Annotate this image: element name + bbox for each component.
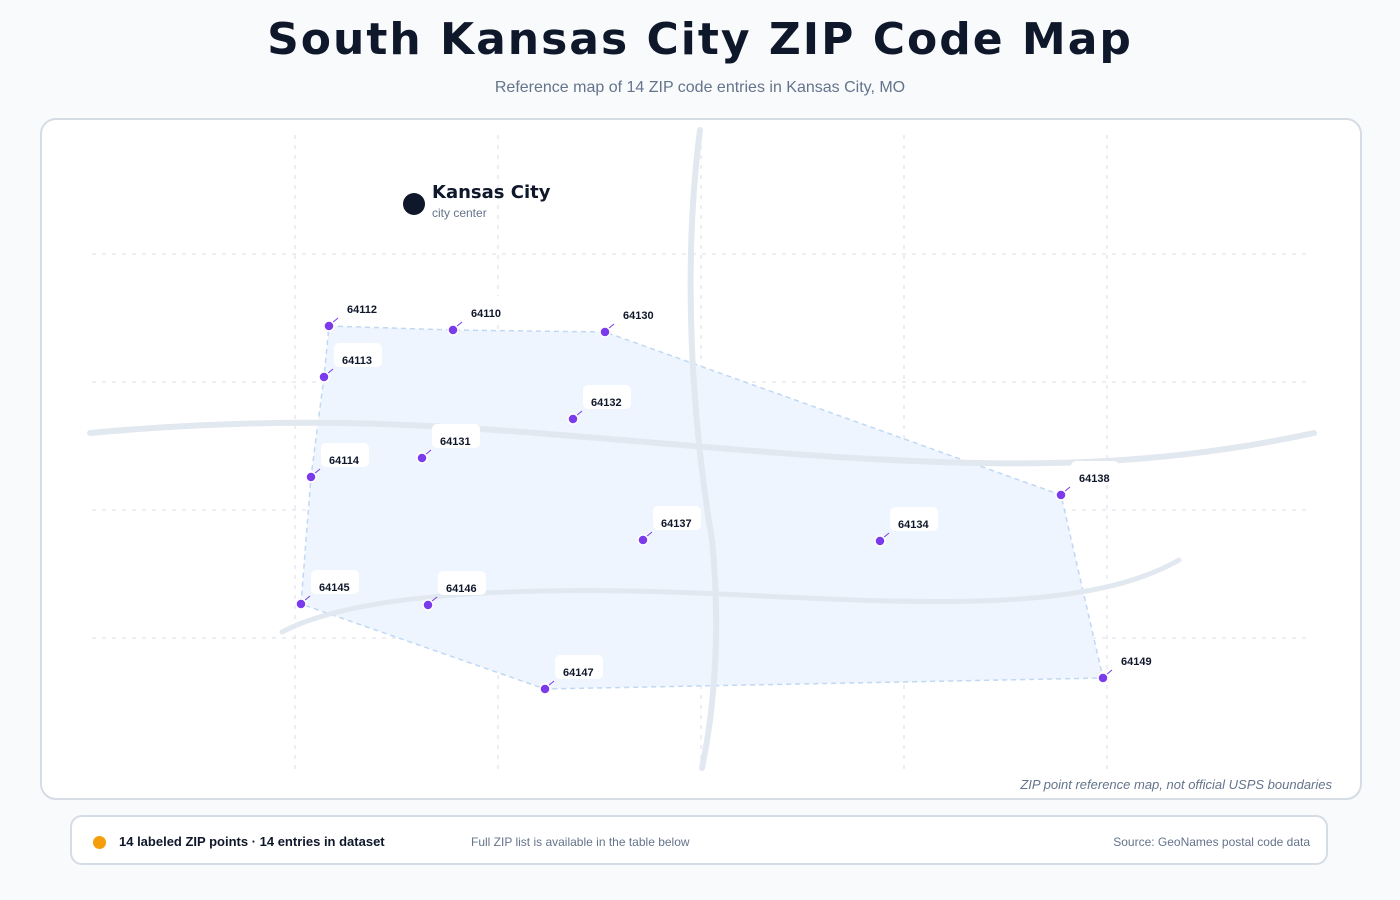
zip-point-64112[interactable]: 64112 — [323, 292, 387, 332]
city-center-sublabel: city center — [432, 206, 487, 220]
roads — [87, 127, 1317, 771]
zip-label-background — [438, 571, 486, 595]
zip-point-dot[interactable] — [416, 452, 428, 464]
map-disclaimer: ZIP point reference map, not official US… — [1020, 777, 1332, 792]
zip-label: 64147 — [563, 667, 594, 679]
zip-label: 64114 — [329, 455, 360, 467]
zip-point-64147[interactable]: 64147 — [539, 655, 603, 695]
zip-point-dot[interactable] — [1055, 489, 1067, 501]
zip-point-dot[interactable] — [318, 371, 330, 383]
city-center-marker[interactable]: Kansas City city center — [403, 182, 551, 220]
zip-label: 64145 — [319, 582, 350, 594]
zip-label: 64132 — [591, 397, 622, 409]
zip-label-background — [890, 507, 938, 531]
zip-label-background — [653, 506, 701, 530]
zip-point-64149[interactable]: 64149 — [1097, 644, 1161, 684]
zip-point-64130[interactable]: 64130 — [599, 298, 663, 338]
zip-label-background — [1113, 644, 1161, 668]
page-title: South Kansas City ZIP Code Map — [267, 14, 1133, 65]
zip-label-background — [334, 343, 382, 367]
zip-point-dot[interactable] — [295, 598, 307, 610]
zip-label: 64113 — [342, 355, 372, 367]
zip-label: 64137 — [661, 518, 692, 530]
zip-points-layer: 64112 64110 64130 64113 64132 64131 64114 64138… — [295, 292, 1161, 695]
zip-point-64132[interactable]: 64132 — [567, 385, 631, 425]
zip-label: 64146 — [446, 583, 477, 595]
map-panel[interactable]: Kansas City city center 64112 64110 64130 6… — [40, 118, 1362, 800]
zip-point-dot[interactable] — [1097, 672, 1109, 684]
zip-point-64146[interactable]: 64146 — [422, 571, 486, 611]
zip-point-64131[interactable]: 64131 — [416, 424, 480, 464]
zip-label-background — [1071, 461, 1119, 485]
zip-point-dot[interactable] — [447, 324, 459, 336]
zip-point-dot[interactable] — [422, 599, 434, 611]
map-canvas[interactable]: Kansas City city center 64112 64110 641306… — [42, 120, 1360, 798]
zip-label: 64112 — [347, 304, 377, 316]
zip-label-background — [463, 296, 511, 320]
zip-point-64113[interactable]: 64113 — [318, 343, 382, 383]
zip-coverage-region — [300, 325, 1104, 690]
zip-label-background — [432, 424, 480, 448]
footer-source: Source: GeoNames postal code data — [1113, 835, 1310, 849]
zip-point-64145[interactable]: 64145 — [295, 570, 359, 610]
city-center-dot — [403, 193, 425, 215]
zip-label-background — [615, 298, 663, 322]
zip-point-dot[interactable] — [305, 471, 317, 483]
zip-point-dot[interactable] — [874, 535, 886, 547]
zip-label: 64131 — [440, 436, 471, 448]
zip-label-background — [311, 570, 359, 594]
zip-label-background — [555, 655, 603, 679]
zip-point-64134[interactable]: 64134 — [874, 507, 938, 547]
zip-point-64114[interactable]: 64114 — [305, 443, 369, 483]
zip-label-background — [583, 385, 631, 409]
zip-point-dot[interactable] — [539, 683, 551, 695]
page-subtitle: Reference map of 14 ZIP code entries in … — [494, 79, 906, 96]
zip-point-64138[interactable]: 64138 — [1055, 461, 1119, 501]
zip-point-dot[interactable] — [599, 326, 611, 338]
zip-point-dot[interactable] — [567, 413, 579, 425]
footer-note: Full ZIP list is available in the table … — [471, 835, 690, 849]
city-center-label: Kansas City — [432, 182, 551, 203]
zip-point-64110[interactable]: 64110 — [447, 296, 511, 336]
legend-dot-icon — [93, 836, 106, 849]
zip-label-background — [339, 292, 387, 316]
zip-point-dot[interactable] — [637, 534, 649, 546]
zip-label: 64130 — [623, 310, 654, 322]
zip-label: 64149 — [1121, 656, 1152, 668]
zip-point-64137[interactable]: 64137 — [637, 506, 701, 546]
zip-label: 64138 — [1079, 473, 1110, 485]
zip-label: 64110 — [471, 308, 501, 320]
zip-point-dot[interactable] — [323, 320, 335, 332]
zip-label: 64134 — [898, 519, 929, 531]
zip-label-background — [321, 443, 369, 467]
legend-label: 14 labeled ZIP points · 14 entries in da… — [119, 834, 385, 849]
map-footer: 14 labeled ZIP points · 14 entries in da… — [70, 815, 1328, 865]
